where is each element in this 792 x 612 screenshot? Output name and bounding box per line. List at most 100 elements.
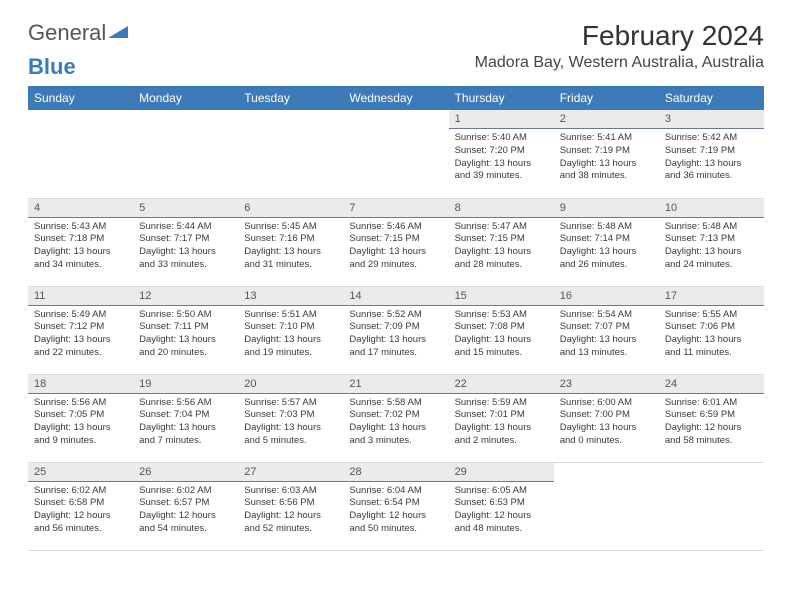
day-number: 4 (28, 199, 133, 218)
day-cell: 28Sunrise: 6:04 AMSunset: 6:54 PMDayligh… (343, 462, 448, 550)
day-detail: Sunrise: 5:57 AMSunset: 7:03 PMDaylight:… (238, 394, 343, 452)
day-number: 1 (449, 110, 554, 129)
day-detail: Sunrise: 5:43 AMSunset: 7:18 PMDaylight:… (28, 218, 133, 276)
day-number: 8 (449, 199, 554, 218)
week-row: 25Sunrise: 6:02 AMSunset: 6:58 PMDayligh… (28, 462, 764, 550)
dayname-friday: Friday (554, 86, 659, 110)
day-detail: Sunrise: 5:58 AMSunset: 7:02 PMDaylight:… (343, 394, 448, 452)
day-cell: 18Sunrise: 5:56 AMSunset: 7:05 PMDayligh… (28, 374, 133, 462)
day-number: 22 (449, 375, 554, 394)
day-number: 18 (28, 375, 133, 394)
day-detail: Sunrise: 5:54 AMSunset: 7:07 PMDaylight:… (554, 306, 659, 364)
day-cell: 21Sunrise: 5:58 AMSunset: 7:02 PMDayligh… (343, 374, 448, 462)
day-cell: 5Sunrise: 5:44 AMSunset: 7:17 PMDaylight… (133, 198, 238, 286)
empty-cell (28, 110, 133, 198)
day-detail: Sunrise: 6:02 AMSunset: 6:58 PMDaylight:… (28, 482, 133, 540)
day-detail: Sunrise: 5:48 AMSunset: 7:13 PMDaylight:… (659, 218, 764, 276)
day-detail: Sunrise: 6:03 AMSunset: 6:56 PMDaylight:… (238, 482, 343, 540)
day-cell: 1Sunrise: 5:40 AMSunset: 7:20 PMDaylight… (449, 110, 554, 198)
day-detail: Sunrise: 6:02 AMSunset: 6:57 PMDaylight:… (133, 482, 238, 540)
day-cell: 19Sunrise: 5:56 AMSunset: 7:04 PMDayligh… (133, 374, 238, 462)
day-cell: 17Sunrise: 5:55 AMSunset: 7:06 PMDayligh… (659, 286, 764, 374)
day-cell: 20Sunrise: 5:57 AMSunset: 7:03 PMDayligh… (238, 374, 343, 462)
logo-text-general: General (28, 20, 106, 46)
day-number: 21 (343, 375, 448, 394)
day-number: 17 (659, 287, 764, 306)
day-number: 26 (133, 463, 238, 482)
day-detail: Sunrise: 5:48 AMSunset: 7:14 PMDaylight:… (554, 218, 659, 276)
day-number: 11 (28, 287, 133, 306)
empty-cell (133, 110, 238, 198)
day-detail: Sunrise: 5:56 AMSunset: 7:04 PMDaylight:… (133, 394, 238, 452)
calendar-table: SundayMondayTuesdayWednesdayThursdayFrid… (28, 86, 764, 551)
day-detail: Sunrise: 5:49 AMSunset: 7:12 PMDaylight:… (28, 306, 133, 364)
day-detail: Sunrise: 5:44 AMSunset: 7:17 PMDaylight:… (133, 218, 238, 276)
empty-cell (238, 110, 343, 198)
day-detail: Sunrise: 5:51 AMSunset: 7:10 PMDaylight:… (238, 306, 343, 364)
day-number: 9 (554, 199, 659, 218)
week-row: 11Sunrise: 5:49 AMSunset: 7:12 PMDayligh… (28, 286, 764, 374)
day-detail: Sunrise: 6:00 AMSunset: 7:00 PMDaylight:… (554, 394, 659, 452)
day-detail: Sunrise: 5:52 AMSunset: 7:09 PMDaylight:… (343, 306, 448, 364)
calendar-page: General February 2024 Madora Bay, Wester… (0, 0, 792, 571)
day-detail: Sunrise: 6:01 AMSunset: 6:59 PMDaylight:… (659, 394, 764, 452)
day-number: 13 (238, 287, 343, 306)
week-row: 1Sunrise: 5:40 AMSunset: 7:20 PMDaylight… (28, 110, 764, 198)
calendar-body: 1Sunrise: 5:40 AMSunset: 7:20 PMDaylight… (28, 110, 764, 550)
month-title: February 2024 (475, 20, 764, 52)
day-detail: Sunrise: 6:05 AMSunset: 6:53 PMDaylight:… (449, 482, 554, 540)
day-cell: 27Sunrise: 6:03 AMSunset: 6:56 PMDayligh… (238, 462, 343, 550)
dayname-monday: Monday (133, 86, 238, 110)
day-cell: 3Sunrise: 5:42 AMSunset: 7:19 PMDaylight… (659, 110, 764, 198)
day-detail: Sunrise: 5:47 AMSunset: 7:15 PMDaylight:… (449, 218, 554, 276)
day-detail: Sunrise: 5:45 AMSunset: 7:16 PMDaylight:… (238, 218, 343, 276)
day-cell: 4Sunrise: 5:43 AMSunset: 7:18 PMDaylight… (28, 198, 133, 286)
day-number: 2 (554, 110, 659, 129)
day-cell: 13Sunrise: 5:51 AMSunset: 7:10 PMDayligh… (238, 286, 343, 374)
calendar-header-row: SundayMondayTuesdayWednesdayThursdayFrid… (28, 86, 764, 110)
empty-cell (343, 110, 448, 198)
dayname-saturday: Saturday (659, 86, 764, 110)
day-cell: 15Sunrise: 5:53 AMSunset: 7:08 PMDayligh… (449, 286, 554, 374)
day-number: 29 (449, 463, 554, 482)
day-cell: 10Sunrise: 5:48 AMSunset: 7:13 PMDayligh… (659, 198, 764, 286)
day-cell: 6Sunrise: 5:45 AMSunset: 7:16 PMDaylight… (238, 198, 343, 286)
day-detail: Sunrise: 5:40 AMSunset: 7:20 PMDaylight:… (449, 129, 554, 187)
day-number: 27 (238, 463, 343, 482)
day-number: 19 (133, 375, 238, 394)
dayname-wednesday: Wednesday (343, 86, 448, 110)
empty-cell (659, 462, 764, 550)
dayname-thursday: Thursday (449, 86, 554, 110)
day-cell: 12Sunrise: 5:50 AMSunset: 7:11 PMDayligh… (133, 286, 238, 374)
day-number: 7 (343, 199, 448, 218)
week-row: 18Sunrise: 5:56 AMSunset: 7:05 PMDayligh… (28, 374, 764, 462)
day-cell: 16Sunrise: 5:54 AMSunset: 7:07 PMDayligh… (554, 286, 659, 374)
day-cell: 7Sunrise: 5:46 AMSunset: 7:15 PMDaylight… (343, 198, 448, 286)
day-cell: 11Sunrise: 5:49 AMSunset: 7:12 PMDayligh… (28, 286, 133, 374)
day-cell: 23Sunrise: 6:00 AMSunset: 7:00 PMDayligh… (554, 374, 659, 462)
day-number: 10 (659, 199, 764, 218)
week-row: 4Sunrise: 5:43 AMSunset: 7:18 PMDaylight… (28, 198, 764, 286)
day-detail: Sunrise: 5:59 AMSunset: 7:01 PMDaylight:… (449, 394, 554, 452)
day-cell: 8Sunrise: 5:47 AMSunset: 7:15 PMDaylight… (449, 198, 554, 286)
day-number: 5 (133, 199, 238, 218)
day-cell: 14Sunrise: 5:52 AMSunset: 7:09 PMDayligh… (343, 286, 448, 374)
day-detail: Sunrise: 5:55 AMSunset: 7:06 PMDaylight:… (659, 306, 764, 364)
day-number: 12 (133, 287, 238, 306)
day-detail: Sunrise: 5:50 AMSunset: 7:11 PMDaylight:… (133, 306, 238, 364)
day-number: 20 (238, 375, 343, 394)
day-detail: Sunrise: 6:04 AMSunset: 6:54 PMDaylight:… (343, 482, 448, 540)
day-detail: Sunrise: 5:56 AMSunset: 7:05 PMDaylight:… (28, 394, 133, 452)
logo: General (28, 20, 128, 46)
day-detail: Sunrise: 5:41 AMSunset: 7:19 PMDaylight:… (554, 129, 659, 187)
day-number: 23 (554, 375, 659, 394)
day-number: 14 (343, 287, 448, 306)
dayname-sunday: Sunday (28, 86, 133, 110)
day-cell: 25Sunrise: 6:02 AMSunset: 6:58 PMDayligh… (28, 462, 133, 550)
day-detail: Sunrise: 5:53 AMSunset: 7:08 PMDaylight:… (449, 306, 554, 364)
day-cell: 9Sunrise: 5:48 AMSunset: 7:14 PMDaylight… (554, 198, 659, 286)
day-detail: Sunrise: 5:46 AMSunset: 7:15 PMDaylight:… (343, 218, 448, 276)
day-number: 25 (28, 463, 133, 482)
logo-text-blue: Blue (28, 54, 76, 79)
day-number: 3 (659, 110, 764, 129)
